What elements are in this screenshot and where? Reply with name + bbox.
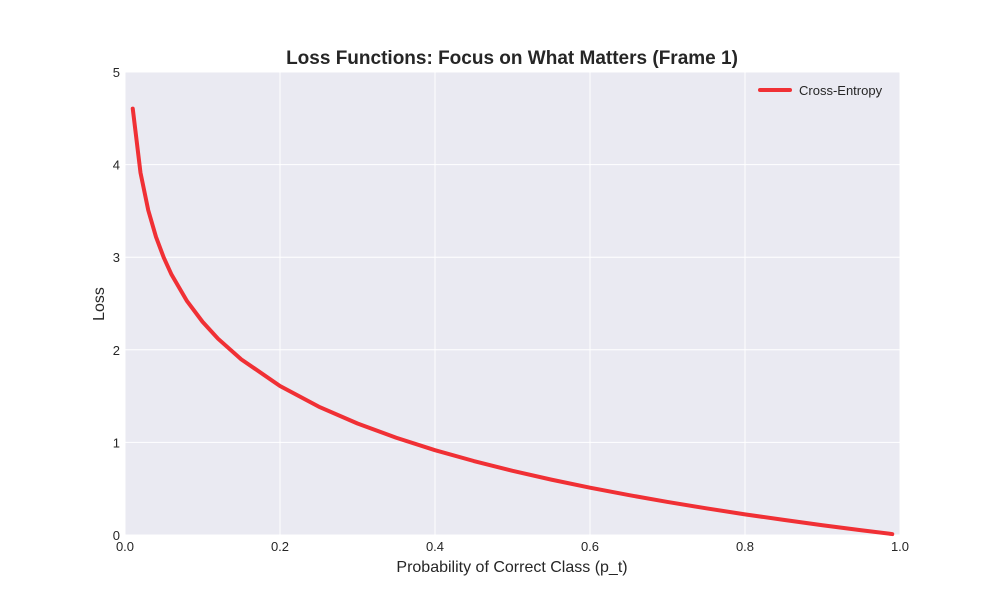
x-tick-label: 0.4 bbox=[426, 539, 444, 554]
y-tick-label: 1 bbox=[113, 435, 120, 450]
y-axis-label: Loss bbox=[91, 287, 108, 321]
y-tick-label: 3 bbox=[113, 250, 120, 265]
chart-title: Loss Functions: Focus on What Matters (F… bbox=[286, 48, 738, 69]
x-tick-label: 1.0 bbox=[891, 539, 909, 554]
x-axis-label: Probability of Correct Class (p_t) bbox=[396, 559, 627, 576]
x-tick-label: 0.8 bbox=[736, 539, 754, 554]
x-tick-label: 0.6 bbox=[581, 539, 599, 554]
legend: Cross-Entropy bbox=[758, 83, 883, 98]
plot-area bbox=[125, 72, 900, 535]
tick-labels: 0.0 0.2 0.4 0.6 0.8 1.0 0 1 2 3 4 5 bbox=[113, 65, 909, 554]
grid-lines bbox=[124, 71, 901, 536]
y-tick-label: 5 bbox=[113, 65, 120, 80]
y-tick-label: 2 bbox=[113, 343, 120, 358]
legend-label-cross-entropy: Cross-Entropy bbox=[799, 83, 883, 98]
x-tick-label: 0.0 bbox=[116, 539, 134, 554]
x-tick-label: 0.2 bbox=[271, 539, 289, 554]
series-line-cross-entropy bbox=[130, 106, 895, 537]
y-tick-label: 4 bbox=[113, 158, 120, 173]
series-group bbox=[130, 106, 895, 537]
y-tick-label: 0 bbox=[113, 528, 120, 543]
